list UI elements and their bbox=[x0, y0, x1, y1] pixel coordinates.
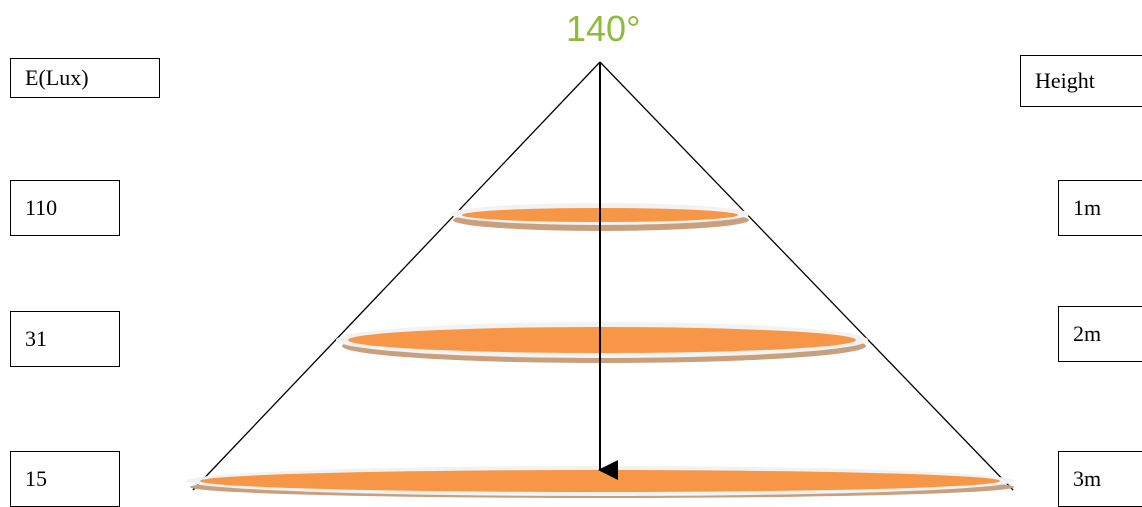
height-value-box-3m: 3m bbox=[1058, 451, 1142, 507]
lux-header-label: E(Lux) bbox=[25, 65, 89, 90]
height-header-label: Height bbox=[1035, 68, 1095, 93]
height-value-3m: 3m bbox=[1073, 466, 1102, 491]
light-disc-2m bbox=[336, 322, 868, 363]
lux-value-3m: 15 bbox=[25, 466, 47, 491]
height-value-2m: 2m bbox=[1073, 321, 1102, 346]
beam-angle-label: 140° bbox=[566, 8, 641, 49]
lux-value-box-3m: 15 bbox=[10, 451, 120, 507]
lux-value-1m: 110 bbox=[25, 195, 58, 220]
height-header-box: Height bbox=[1020, 55, 1142, 107]
cone-edge-right bbox=[599, 61, 1014, 491]
lux-value-box-1m: 110 bbox=[10, 180, 120, 236]
height-value-1m: 1m bbox=[1073, 195, 1102, 220]
height-value-box-2m: 2m bbox=[1058, 306, 1142, 362]
light-disc-3m bbox=[186, 466, 1014, 498]
cone-edge-left bbox=[192, 61, 601, 491]
lux-value-box-2m: 31 bbox=[10, 311, 120, 367]
lux-value-2m: 31 bbox=[25, 326, 47, 351]
lux-header-box: E(Lux) bbox=[10, 58, 160, 98]
height-value-box-1m: 1m bbox=[1058, 180, 1142, 236]
